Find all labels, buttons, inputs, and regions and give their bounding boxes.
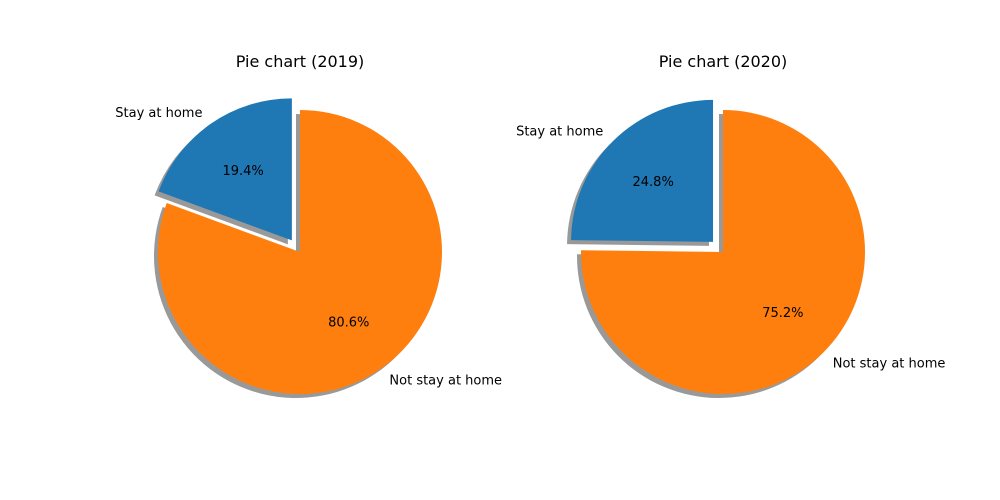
- pie-slice: [158, 98, 292, 241]
- pie-chart-2020: Pie chart (2020) 24.8% Stay at home 75.2% N…: [516, 52, 945, 398]
- pie-slice-category-label: Not stay at home: [389, 374, 502, 389]
- pie-slice: [581, 110, 866, 394]
- pie-slices: [571, 99, 866, 394]
- pie-chart-2019: Pie chart (2019) 19.4% Stay at home 80.6% N…: [115, 52, 502, 398]
- pie-slice-category-label: Stay at home: [516, 124, 603, 139]
- chart-title: Pie chart (2019): [236, 52, 365, 71]
- pie-slice-category-label: Stay at home: [115, 106, 202, 121]
- pie-slices: [158, 98, 443, 394]
- pie-slice-category-label: Not stay at home: [833, 357, 946, 372]
- pie-slice-percent-label: 19.4%: [222, 164, 263, 179]
- pie-slice-percent-label: 80.6%: [328, 315, 369, 330]
- pie-labels: 24.8% Stay at home 75.2% Not stay at home: [516, 124, 945, 371]
- pie-slice: [158, 110, 443, 394]
- pie-slice-percent-label: 75.2%: [762, 306, 803, 321]
- pie-slice: [571, 99, 714, 242]
- pie-labels: 19.4% Stay at home 80.6% Not stay at home: [115, 106, 502, 389]
- chart-title: Pie chart (2020): [659, 52, 788, 71]
- pie-slice-percent-label: 24.8%: [633, 175, 674, 190]
